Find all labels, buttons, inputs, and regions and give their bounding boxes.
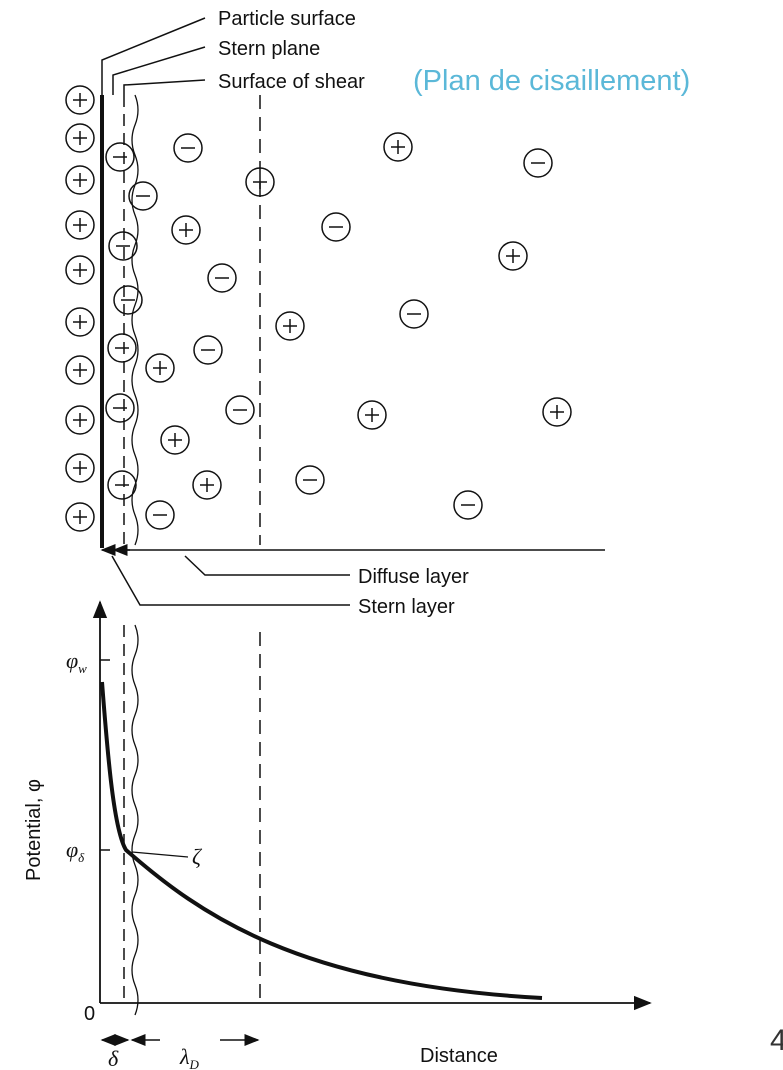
x-axis-label: Distance <box>420 1045 498 1067</box>
leader-stern <box>112 46 206 95</box>
negative-ion <box>108 231 138 261</box>
positive-ion <box>65 502 95 532</box>
subscript: D <box>189 1057 200 1070</box>
positive-ion <box>65 355 95 385</box>
positive-ion <box>498 241 528 271</box>
positive-ion <box>245 167 275 197</box>
positive-ion <box>145 353 175 383</box>
negative-ion <box>105 142 135 172</box>
negative-ion <box>399 299 429 329</box>
negative-ion <box>295 465 325 495</box>
page-number: 4 <box>770 1024 783 1057</box>
top-structure <box>100 17 605 606</box>
positive-ion <box>383 132 413 162</box>
negative-ion <box>145 500 175 530</box>
subscript: δ <box>78 850 85 865</box>
negative-ion <box>107 470 137 500</box>
positive-ion <box>65 165 95 195</box>
label: Stern layer <box>358 596 455 618</box>
zeta-label: ζ <box>192 844 203 869</box>
positive-ion <box>160 425 190 455</box>
negative-ion <box>107 333 137 363</box>
positive-ion <box>65 85 95 115</box>
negative-ion <box>321 212 351 242</box>
symbol: λ <box>179 1044 190 1069</box>
ions <box>65 85 572 532</box>
positive-ion <box>357 400 387 430</box>
label: Diffuse layer <box>358 566 469 588</box>
positive-ion <box>192 470 222 500</box>
positive-ion <box>65 405 95 435</box>
negative-ion <box>173 133 203 163</box>
phi-w: φw <box>66 648 87 676</box>
positive-ion <box>542 397 572 427</box>
positive-ion <box>65 255 95 285</box>
zeta-leader <box>131 851 189 858</box>
negative-ion <box>193 335 223 365</box>
negative-ion <box>453 490 483 520</box>
positive-ion <box>65 123 95 153</box>
graph <box>92 600 652 1046</box>
negative-ion <box>105 393 135 423</box>
label: Particle surface <box>218 8 356 30</box>
label: Stern plane <box>218 38 320 60</box>
lambda-label: λD <box>179 1044 200 1070</box>
negative-ion <box>225 395 255 425</box>
phi-delta: φδ <box>66 837 85 865</box>
positive-ion <box>171 215 201 245</box>
origin-label: 0 <box>84 1003 95 1025</box>
leader-shear <box>123 79 206 95</box>
subscript: w <box>78 661 87 676</box>
symbol: φ <box>66 837 78 862</box>
leader-particle <box>101 17 206 95</box>
y-axis-label: Potential, φ <box>23 779 45 881</box>
label: Surface of shear <box>218 71 365 93</box>
negative-ion <box>128 181 158 211</box>
positive-ion <box>65 210 95 240</box>
positive-ion <box>275 311 305 341</box>
delta-label: δ <box>108 1046 119 1070</box>
shear-surface-line <box>131 94 139 546</box>
negative-ion <box>207 263 237 293</box>
negative-ion <box>113 285 143 315</box>
leader-stern-layer <box>111 555 350 606</box>
shear-surface-line <box>131 624 139 1016</box>
positive-ion <box>65 453 95 483</box>
positive-ion <box>65 307 95 337</box>
translation: (Plan de cisaillement) <box>413 65 690 97</box>
leader-diffuse <box>184 555 350 576</box>
negative-ion <box>523 148 553 178</box>
potential-curve <box>100 681 543 1000</box>
symbol: φ <box>66 648 78 673</box>
